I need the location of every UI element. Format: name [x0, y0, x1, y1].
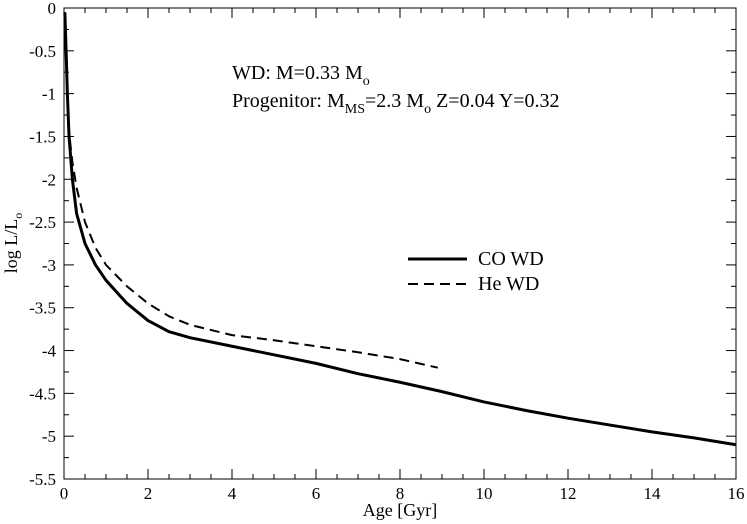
x-tick-label: 16 [728, 484, 745, 503]
legend-label-he-wd: He WD [478, 273, 539, 295]
x-tick-label: 2 [144, 484, 153, 503]
annotation-wd-mass-sub: o [363, 74, 370, 89]
annotation-progenitor-sub1: MS [345, 102, 365, 117]
annotation-progenitor-prefix: Progenitor: M [232, 90, 345, 112]
x-tick-label: 12 [560, 484, 577, 503]
annotation-wd-mass: WD: M=0.33 Mo [232, 62, 370, 89]
y-tick-label: -1 [42, 85, 56, 104]
x-tick-label: 6 [312, 484, 321, 503]
y-tick-label: -3.5 [29, 299, 56, 318]
plot-frame [63, 7, 737, 480]
y-axis-label: log L/Lo [1, 213, 25, 274]
x-tick-label: 10 [476, 484, 493, 503]
annotation-wd-mass-text: WD: M=0.33 M [232, 62, 363, 84]
series-line-co-wd [63, 12, 737, 447]
x-tick-label: 14 [644, 484, 662, 503]
y-tick-label: -2 [42, 170, 56, 189]
x-axis-label: Age [Gyr] [363, 500, 437, 520]
y-tick-label: -3 [42, 256, 56, 275]
legend: CO WD He WD [408, 248, 544, 295]
y-tick-label: -4.5 [29, 384, 56, 403]
annotation-progenitor-mid: =2.3 M [365, 90, 424, 112]
tick-labels: 0 2 4 6 8 10 12 14 16 0 -0.5 -1 -1.5 -2 -2.5 -3 -3.5 -4 -4… [29, 0, 744, 503]
y-axis-label-main: log L/L [1, 219, 21, 274]
annotation-progenitor-suffix: Z=0.04 Y=0.32 [431, 90, 559, 112]
y-tick-label: -4 [42, 342, 57, 361]
annotation-progenitor-sub2: o [424, 102, 431, 117]
annotation-progenitor: Progenitor: MMS=2.3 Mo Z=0.04 Y=0.32 [232, 90, 560, 117]
y-tick-label: -1.5 [29, 127, 56, 146]
axis-ticks [63, 7, 737, 480]
y-tick-label: 0 [48, 0, 57, 18]
x-tick-label: 4 [228, 484, 237, 503]
x-tick-label: 0 [60, 484, 69, 503]
y-tick-label: -0.5 [29, 42, 56, 61]
legend-label-co-wd: CO WD [478, 248, 544, 270]
x-tick-label: 8 [396, 484, 405, 503]
series-line-he-wd [63, 12, 439, 369]
y-tick-label: -5 [42, 427, 56, 446]
y-tick-label: -5.5 [29, 470, 56, 489]
y-axis-label-sub: o [11, 213, 25, 219]
y-tick-label: -2.5 [29, 213, 56, 232]
series-group [63, 12, 737, 447]
